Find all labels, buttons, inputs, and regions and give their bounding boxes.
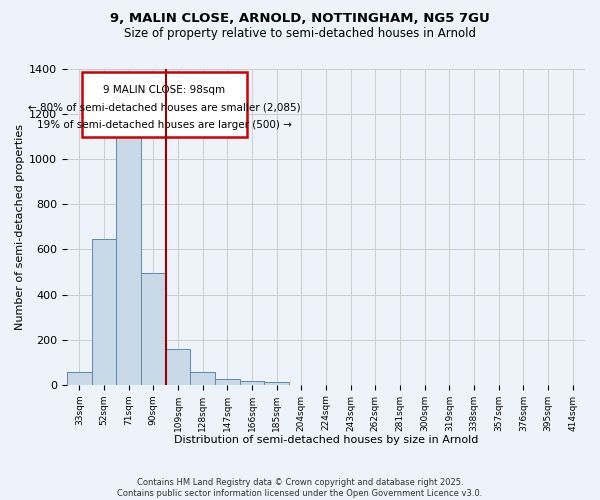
Text: 9, MALIN CLOSE, ARNOLD, NOTTINGHAM, NG5 7GU: 9, MALIN CLOSE, ARNOLD, NOTTINGHAM, NG5 … bbox=[110, 12, 490, 26]
Bar bbox=[265, 382, 289, 384]
Bar bbox=[239, 380, 265, 384]
Bar bbox=[116, 123, 141, 384]
Text: ← 80% of semi-detached houses are smaller (2,085): ← 80% of semi-detached houses are smalle… bbox=[28, 102, 301, 113]
Bar bbox=[215, 379, 239, 384]
Text: 9 MALIN CLOSE: 98sqm: 9 MALIN CLOSE: 98sqm bbox=[103, 86, 226, 96]
Bar bbox=[141, 273, 166, 384]
Text: Size of property relative to semi-detached houses in Arnold: Size of property relative to semi-detach… bbox=[124, 28, 476, 40]
FancyBboxPatch shape bbox=[82, 72, 247, 136]
Y-axis label: Number of semi-detached properties: Number of semi-detached properties bbox=[15, 124, 25, 330]
Bar bbox=[67, 372, 92, 384]
Bar bbox=[190, 372, 215, 384]
Bar bbox=[92, 240, 116, 384]
X-axis label: Distribution of semi-detached houses by size in Arnold: Distribution of semi-detached houses by … bbox=[174, 435, 478, 445]
Text: 19% of semi-detached houses are larger (500) →: 19% of semi-detached houses are larger (… bbox=[37, 120, 292, 130]
Text: Contains HM Land Registry data © Crown copyright and database right 2025.
Contai: Contains HM Land Registry data © Crown c… bbox=[118, 478, 482, 498]
Bar bbox=[166, 348, 190, 384]
